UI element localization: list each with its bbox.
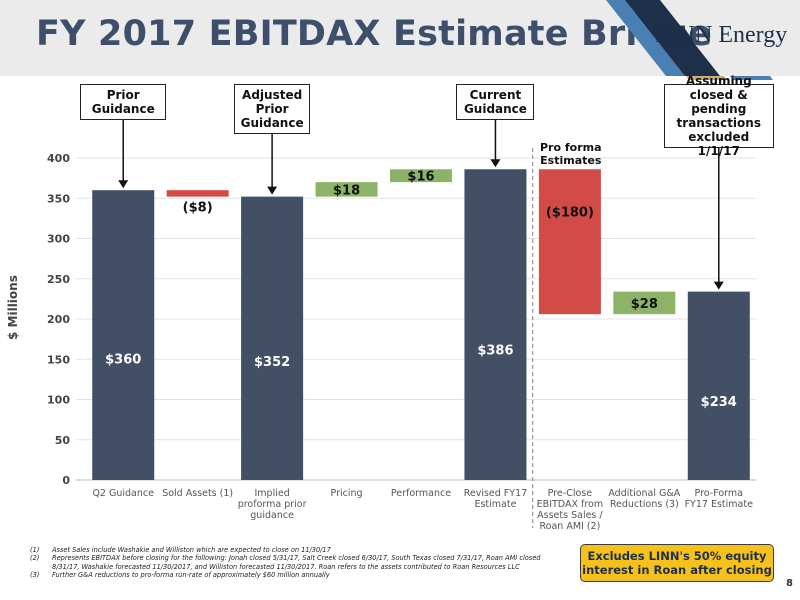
x-tick-label: EBITDAX from: [537, 499, 603, 510]
bar: [166, 190, 229, 197]
y-tick-label: 200: [47, 313, 70, 326]
equity-note-box: Excludes LINN's 50% equity interest in R…: [580, 544, 774, 582]
logo-stripe-gold: [686, 76, 727, 80]
x-tick-label: Performance: [391, 488, 451, 499]
callout-line: Guidance: [91, 102, 155, 116]
bar: [92, 190, 155, 480]
y-tick-label: 250: [47, 273, 70, 286]
footnote: (3) Further G&A reductions to pro-forma r…: [30, 571, 570, 579]
y-tick-label: 150: [47, 353, 70, 366]
callout-line: transactions: [676, 116, 761, 130]
data-label: $18: [333, 183, 360, 198]
callout-line: Adjusted: [242, 88, 303, 102]
bar: [241, 196, 304, 480]
footnotes: (1) Asset Sales include Washakie and Will…: [30, 546, 570, 580]
footnote: (1) Asset Sales include Washakie and Will…: [30, 546, 570, 554]
bar: [390, 169, 452, 183]
callout-line: Prior: [255, 102, 289, 116]
footnote-text: Represents EBITDAX before closing for th…: [52, 554, 541, 571]
x-tick-label: Pro-Forma: [695, 488, 743, 499]
callout-current-guidance: Current Guidance: [456, 84, 535, 120]
data-label: $234: [701, 395, 737, 410]
callout-line: Current: [469, 88, 522, 102]
data-label: $352: [254, 355, 290, 370]
x-tick-label: Additional G&A: [608, 488, 680, 499]
x-tick-label: Implied: [254, 488, 289, 499]
callout-line: Guidance: [463, 102, 527, 116]
data-label: $386: [477, 343, 513, 358]
y-tick-label: 0: [62, 474, 70, 487]
callout-arrowhead: [490, 159, 501, 168]
callout-assuming-closed: Assuming closed & pending transactions excl…: [663, 74, 774, 158]
x-tick-label: Sold Assets (1): [162, 488, 233, 499]
data-label: $16: [407, 170, 434, 185]
y-tick-label: 400: [47, 152, 70, 165]
pro-forma-line: Pro forma: [540, 141, 602, 154]
x-tick-label: guidance: [250, 510, 294, 521]
footnote-text: Asset Sales include Washakie and Willist…: [52, 546, 331, 554]
y-axis-title: $ Millions: [6, 275, 20, 340]
callout-line: excluded 1/1/17: [688, 130, 750, 158]
bar: [613, 291, 676, 315]
logo-stripe-navy: [625, 0, 720, 76]
bar: [687, 291, 750, 480]
bar: [464, 169, 527, 480]
pro-forma-line: Estimates: [540, 154, 602, 167]
footnote-number: (2): [30, 554, 40, 563]
callout-text: Current Guidance: [464, 88, 527, 116]
slide-title: FY 2017 EBITDAX Estimate Bridge: [36, 14, 713, 54]
y-tick-label: 350: [47, 192, 70, 205]
footnote: (2) Represents EBITDAX before closing for…: [30, 554, 570, 571]
footnote-number: (1): [30, 546, 40, 554]
footnote-number: (3): [30, 571, 40, 580]
x-tick-label: Roan AMI (2): [539, 521, 600, 532]
x-tick-label: Q2 Guidance: [92, 488, 154, 499]
footnote-text: Further G&A reductions to pro-forma run-…: [52, 571, 330, 580]
callout-text: Adjusted Prior Guidance: [241, 88, 304, 130]
x-tick-label: Estimate: [474, 499, 516, 510]
callout-prior-guidance: Prior Guidance: [80, 84, 167, 120]
data-label: $28: [631, 297, 658, 312]
x-tick-label: Reductions (3): [610, 499, 679, 510]
y-tick-label: 50: [55, 434, 71, 447]
data-label: $360: [105, 352, 141, 367]
company-logo: LINN Energy: [655, 22, 788, 48]
data-label: ($180): [546, 206, 594, 221]
bar: [315, 182, 378, 197]
pro-forma-label: Pro forma Estimates: [540, 141, 602, 167]
callout-line: closed & pending: [689, 88, 748, 116]
bar: [538, 169, 601, 315]
callout-line: Assuming: [685, 74, 752, 88]
x-tick-label: proforma prior: [238, 499, 307, 510]
callout-adjusted-prior-guidance: Adjusted Prior Guidance: [234, 84, 311, 134]
logo-stripes: [606, 0, 773, 80]
x-tick-label: FY17 Estimate: [685, 499, 753, 510]
callout-arrowhead: [267, 186, 278, 195]
callout-text: Assuming closed & pending transactions excl…: [669, 74, 769, 158]
logo-stripe-blue-2: [730, 76, 773, 80]
waterfall-chart: 0 50 100 150 200 250 300 350 400 $360 ($8) $352 $18 $…: [47, 120, 756, 532]
data-label: ($8): [183, 201, 213, 216]
page-number: 8: [786, 578, 793, 589]
x-tick-label: Assets Sales /: [537, 510, 603, 521]
x-tick-label: Revised FY17: [464, 488, 527, 499]
x-tick-label: Pre-Close: [548, 488, 593, 499]
callout-arrowhead: [713, 281, 724, 290]
callout-text: Prior Guidance: [92, 88, 155, 116]
y-tick-label: 300: [47, 233, 70, 246]
callout-arrowhead: [118, 180, 129, 189]
x-tick-label: Pricing: [331, 488, 363, 499]
callout-line: Guidance: [240, 116, 304, 130]
y-tick-label: 100: [47, 394, 70, 407]
callout-line: Prior: [106, 88, 140, 102]
